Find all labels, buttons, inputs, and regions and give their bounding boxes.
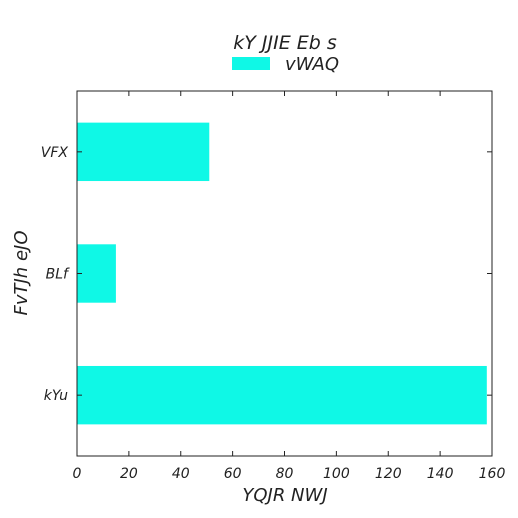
chart-title: kY JJIE Eb s: [233, 32, 337, 54]
legend: vWAQ: [232, 54, 339, 75]
y-tick-label: BLf: [46, 267, 70, 283]
bars: [77, 122, 487, 425]
x-tick-label: 60: [224, 466, 242, 482]
x-tick-label: 0: [73, 466, 82, 482]
x-tick-label: 20: [120, 466, 138, 482]
bar-VFX: [77, 122, 210, 182]
x-axis-label: YQJR NWJ: [242, 485, 327, 506]
x-axis: 0 20 40 60 80 100 120 140 160: [73, 91, 506, 482]
legend-label: vWAQ: [285, 54, 339, 75]
y-axis-label: FvTJh eJO: [11, 231, 32, 316]
legend-swatch: [232, 57, 270, 70]
x-tick-label: 100: [323, 466, 350, 482]
x-tick-label: 120: [375, 466, 402, 482]
x-tick-label: 140: [427, 466, 454, 482]
bar-BLf: [77, 244, 116, 303]
y-tick-label: kYu: [44, 388, 68, 404]
y-tick-label: VFX: [41, 145, 69, 161]
x-tick-label: 80: [276, 466, 294, 482]
x-tick-label: 160: [479, 466, 506, 482]
bar-kYu: [77, 365, 487, 425]
x-tick-label: 40: [172, 466, 190, 482]
y-axis: kYu BLf VFX: [41, 145, 492, 404]
